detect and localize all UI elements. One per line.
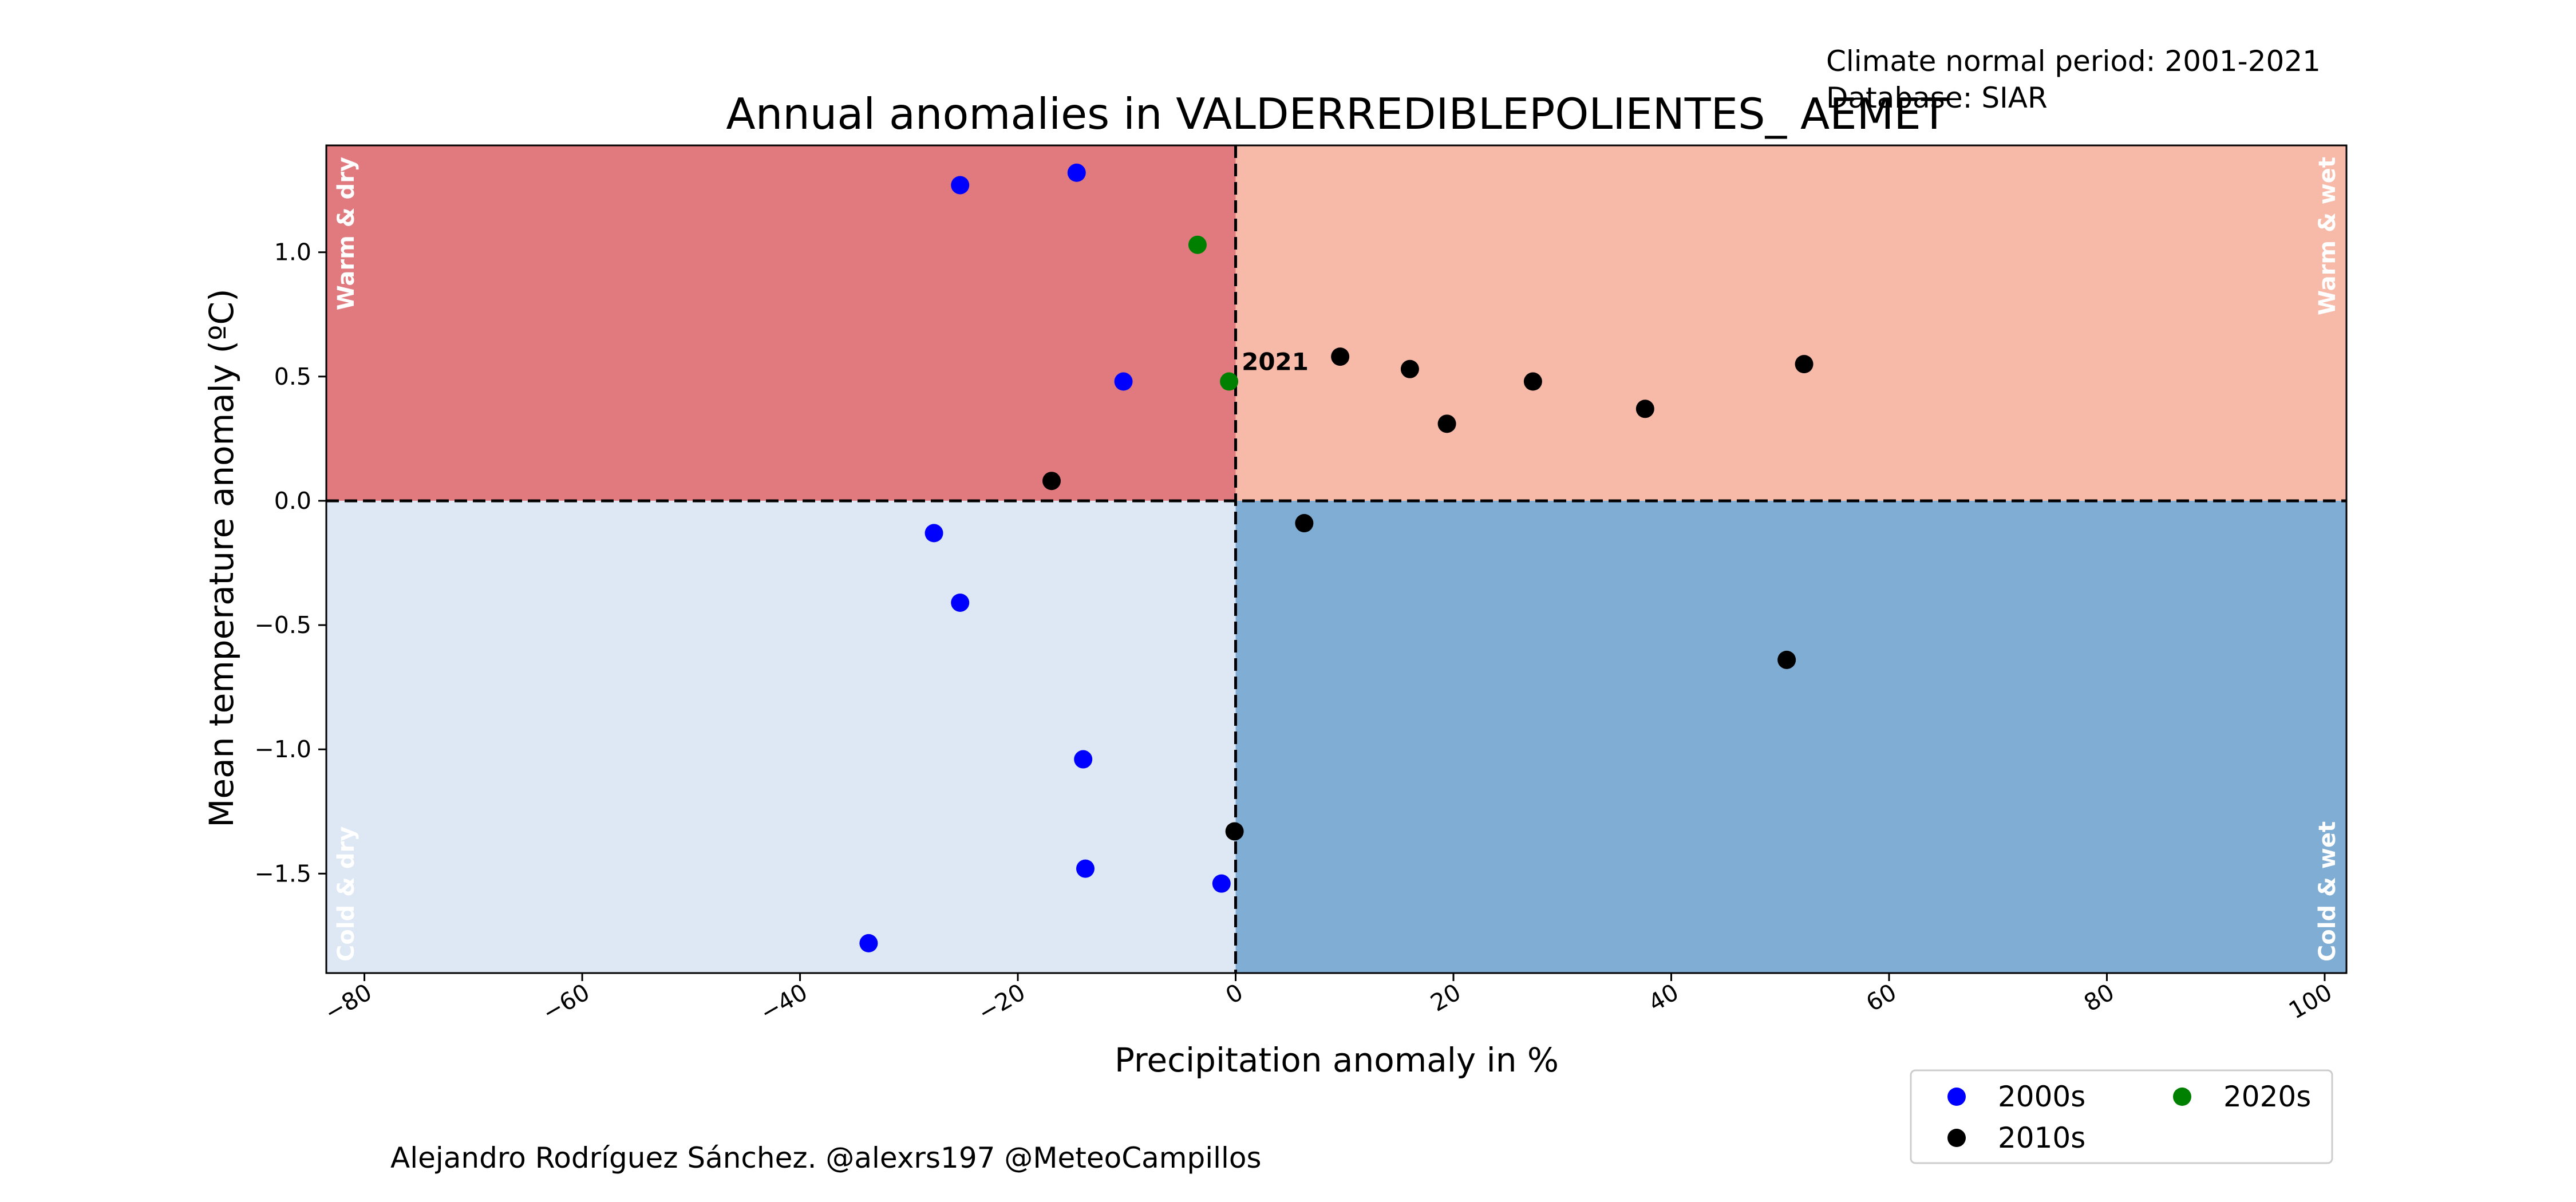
point-2000s-5 (951, 593, 970, 612)
legend-label: 2020s (2223, 1080, 2311, 1113)
point-2020s-1 (1188, 235, 1207, 254)
point-2000s-1 (951, 176, 970, 195)
y-tick-label: 0.5 (274, 363, 311, 390)
legend-frame (1910, 1069, 2333, 1164)
point-2000s-3 (1114, 372, 1133, 391)
credit-text: Alejandro Rodríguez Sánchez. @alexrs197 … (390, 1141, 1262, 1175)
legend: 2000s 2010s 2020s (1910, 1069, 2333, 1164)
x-tick-label: −60 (538, 978, 594, 1027)
quadrant-label-cold-wet: Cold & wet (2314, 821, 2341, 962)
quadrant-label-warm-dry: Warm & dry (333, 157, 359, 310)
plot-frame (325, 144, 2348, 974)
x-tick-label: 20 (1426, 978, 1465, 1017)
point-2010s-9 (1777, 650, 1796, 669)
point-2010s-8 (1295, 514, 1314, 533)
quadrant-cold-wet (1235, 500, 2346, 973)
point-2000s-2 (1067, 163, 1086, 182)
quadrant-warm-dry (326, 145, 1236, 501)
legend-marker (2173, 1088, 2191, 1106)
x-axis-ticks: −80 −60 −40 −20 0 20 40 60 80 100 (320, 973, 2337, 1027)
x-tick-label: −80 (320, 978, 377, 1027)
legend-item-2020s: 2020s (2173, 1080, 2311, 1113)
point-2010s-6 (1635, 400, 1654, 418)
point-2010s-10 (1225, 822, 1244, 841)
quadrant-label-cold-dry: Cold & dry (333, 827, 359, 962)
y-tick-label: −1.0 (254, 736, 311, 763)
x-tick-label: −20 (973, 978, 1030, 1027)
y-tick-label: −0.5 (254, 611, 311, 639)
legend-item-2010s: 2010s (1947, 1121, 2085, 1154)
normal-period-note: Climate normal period: 2001-2021 (1826, 45, 2321, 78)
annotations: 2021 (1242, 348, 1309, 376)
point-2000s-4 (924, 524, 943, 543)
legend-label: 2010s (1998, 1121, 2085, 1154)
y-tick-label: 0.0 (274, 487, 311, 515)
quadrant-cold-dry (326, 500, 1236, 973)
legend-marker (1947, 1088, 1966, 1106)
point-2010s-5 (1523, 372, 1542, 391)
x-tick-label: 100 (2284, 978, 2337, 1025)
x-tick-label: 60 (1862, 978, 1901, 1017)
x-axis-label: Precipitation anomaly in % (1115, 1041, 1559, 1080)
x-tick-label: 80 (2079, 978, 2119, 1017)
quadrant-label-warm-wet: Warm & wet (2314, 157, 2341, 315)
quadrant-labels: Warm & dry Warm & wet Cold & dry Cold & wet (333, 157, 2341, 962)
legend-marker (1947, 1129, 1966, 1147)
quadrant-backgrounds (326, 145, 2346, 973)
database-note: Database: SIAR (1826, 81, 2048, 114)
x-tick-label: 40 (1643, 978, 1683, 1017)
x-tick-label: −40 (756, 978, 812, 1027)
point-2000s-7 (1076, 859, 1095, 878)
annotation-2021: 2021 (1242, 348, 1309, 376)
data-points (859, 163, 1814, 952)
quadrant-warm-wet (1235, 145, 2346, 501)
point-2020s-2 (1220, 372, 1239, 391)
point-2000s-9 (859, 934, 878, 952)
point-2010s-1 (1042, 472, 1061, 491)
point-2010s-4 (1437, 414, 1456, 433)
chart-title: Annual anomalies in VALDERREDIBLEPOLIENT… (726, 89, 1947, 139)
y-tick-label: 1.0 (274, 239, 311, 266)
x-tick-label: 0 (1221, 978, 1248, 1010)
y-axis-ticks: −1.5 −1.0 −0.5 0.0 0.5 1.0 (254, 239, 326, 887)
legend-item-2000s: 2000s (1947, 1080, 2085, 1113)
point-2000s-8 (1212, 874, 1231, 893)
point-2010s-7 (1795, 355, 1814, 374)
point-2000s-6 (1074, 750, 1093, 769)
y-axis-label: Mean temperature anomaly (ºC) (202, 288, 241, 827)
point-2010s-2 (1331, 347, 1350, 366)
point-2010s-3 (1400, 359, 1419, 378)
y-tick-label: −1.5 (254, 860, 311, 887)
legend-label: 2000s (1998, 1080, 2085, 1113)
